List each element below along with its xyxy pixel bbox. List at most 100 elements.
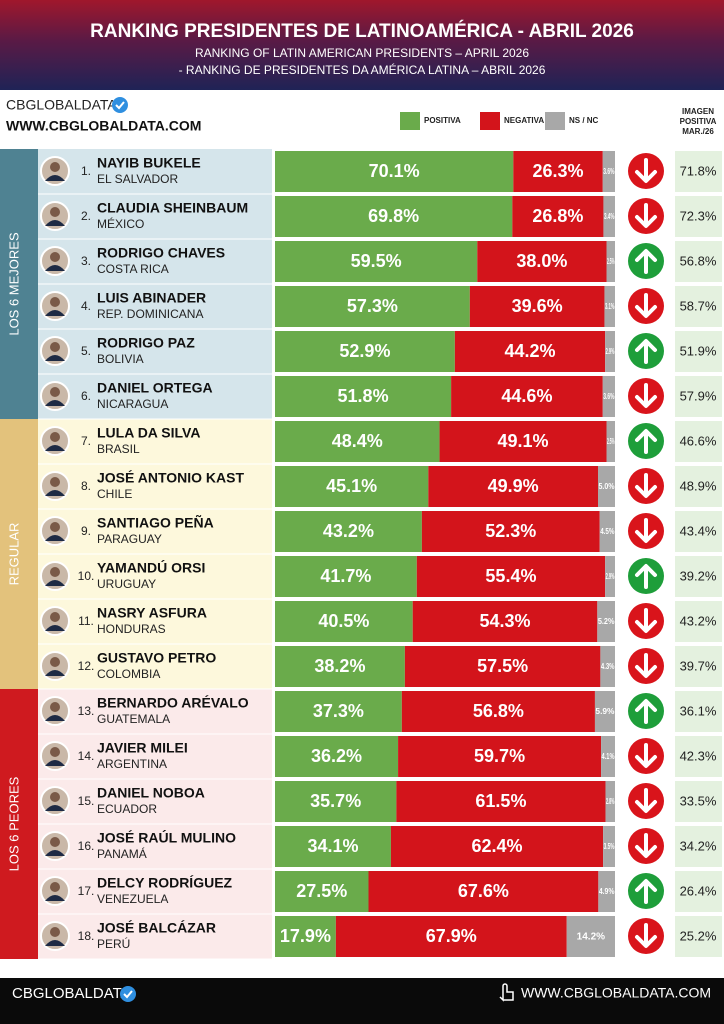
value-label: 59.7% xyxy=(474,746,525,766)
legend-label: NS / NC xyxy=(569,116,599,125)
brand: CBGLOBALDATA xyxy=(6,97,117,113)
legend-label: POSITIVA xyxy=(424,116,461,125)
trend-arrow xyxy=(635,788,657,813)
value-label: 3.6% xyxy=(603,167,614,176)
previous-label: 34.2% xyxy=(680,838,717,853)
bar-segment xyxy=(451,376,603,417)
rank: 5. xyxy=(81,344,91,358)
value-label: 59.5% xyxy=(351,251,402,271)
country: BRASIL xyxy=(97,442,140,456)
trend-arrow xyxy=(635,653,657,678)
bar-segment xyxy=(602,376,615,417)
bar-segment xyxy=(275,331,455,372)
photo-head xyxy=(50,207,60,217)
president-name: NAYIB BUKELE xyxy=(97,155,201,171)
previous-label: 57.9% xyxy=(680,388,717,403)
value-label: 17.9% xyxy=(280,926,331,946)
rank: 13. xyxy=(78,704,95,718)
country: ARGENTINA xyxy=(97,757,167,771)
group-label: LOS 6 PEORES xyxy=(6,776,21,871)
bar-segment xyxy=(594,691,615,732)
column-header: POSITIVA xyxy=(680,117,717,126)
photo-body xyxy=(45,670,65,676)
president-name: JOSÉ RAÚL MULINO xyxy=(97,829,236,846)
rank: 15. xyxy=(78,794,95,808)
photo-head xyxy=(50,747,60,757)
trend-arrow xyxy=(635,339,657,364)
photo-head xyxy=(50,432,60,442)
photo-head xyxy=(50,657,60,667)
value-label: 4.1% xyxy=(602,752,615,761)
previous-cell xyxy=(675,556,722,597)
title: RANKING PRESIDENTES DE LATINOAMÉRICA - A… xyxy=(90,20,634,42)
value-label: 3.1% xyxy=(605,302,615,311)
value-label: 14.2% xyxy=(577,932,605,943)
bar-segment xyxy=(398,736,602,777)
country: URUGUAY xyxy=(97,577,156,591)
bar-segment xyxy=(275,196,513,237)
president-name: CLAUDIA SHEINBAUM xyxy=(97,200,248,216)
bar-segment xyxy=(606,241,615,282)
photo-body xyxy=(45,400,65,406)
value-label: 57.5% xyxy=(477,656,528,676)
country: PERÚ xyxy=(97,936,130,951)
bar-segment xyxy=(275,691,402,732)
footer-brand: CBGLOBALDATA xyxy=(12,985,131,1002)
photo-head xyxy=(50,477,60,487)
bar-segment xyxy=(439,421,607,462)
value-label: 34.1% xyxy=(307,836,358,856)
bar-segment xyxy=(454,331,606,372)
country: GUATEMALA xyxy=(97,712,170,726)
rank: 8. xyxy=(81,479,91,493)
bar-segment xyxy=(603,826,615,867)
click-icon xyxy=(499,983,514,1002)
trend-arrow xyxy=(635,743,657,768)
previous-label: 72.3% xyxy=(680,208,717,223)
value-label: 36.2% xyxy=(311,746,362,766)
bar-segment xyxy=(599,511,615,552)
value-label: 67.6% xyxy=(458,881,509,901)
value-label: 45.1% xyxy=(326,476,377,496)
country: PANAMÁ xyxy=(97,846,147,861)
rank: 18. xyxy=(78,929,95,943)
trend-arrow xyxy=(635,473,657,498)
value-label: 61.5% xyxy=(475,791,526,811)
bar-segment xyxy=(605,781,615,822)
footer-background xyxy=(0,978,724,1024)
previous-cell xyxy=(675,826,722,867)
bar-segment xyxy=(404,646,601,687)
previous-label: 48.9% xyxy=(680,478,717,493)
previous-label: 51.9% xyxy=(680,343,717,358)
bar-segment xyxy=(428,466,598,507)
bar-segment xyxy=(600,646,615,687)
value-label: 67.9% xyxy=(426,926,477,946)
value-label: 48.4% xyxy=(332,431,383,451)
previous-label: 33.5% xyxy=(680,793,717,808)
rank: 17. xyxy=(78,884,95,898)
value-label: 57.3% xyxy=(347,296,398,316)
previous-label: 26.4% xyxy=(680,883,717,898)
bar-segment xyxy=(412,601,598,642)
legend-swatch xyxy=(400,112,420,130)
previous-label: 36.1% xyxy=(680,703,717,718)
verified-badge xyxy=(120,986,136,1002)
rank: 6. xyxy=(81,389,91,403)
bar-segment xyxy=(605,331,615,372)
value-label: 52.3% xyxy=(485,521,536,541)
rank: 2. xyxy=(81,209,91,223)
value-label: 4.9% xyxy=(599,887,615,896)
value-label: 44.2% xyxy=(504,341,555,361)
trend-arrow xyxy=(635,608,657,633)
previous-label: 46.6% xyxy=(680,433,717,448)
trend-arrow xyxy=(635,249,657,274)
previous-cell xyxy=(675,916,722,957)
bar-segment xyxy=(512,196,604,237)
bar-segment xyxy=(275,511,422,552)
verified-check xyxy=(123,990,133,999)
president-name: DELCY RODRÍGUEZ xyxy=(97,875,233,891)
value-label: 62.4% xyxy=(471,836,522,856)
photo-head xyxy=(50,522,60,532)
previous-cell xyxy=(675,511,722,552)
president-name: JAVIER MILEI xyxy=(97,740,188,756)
